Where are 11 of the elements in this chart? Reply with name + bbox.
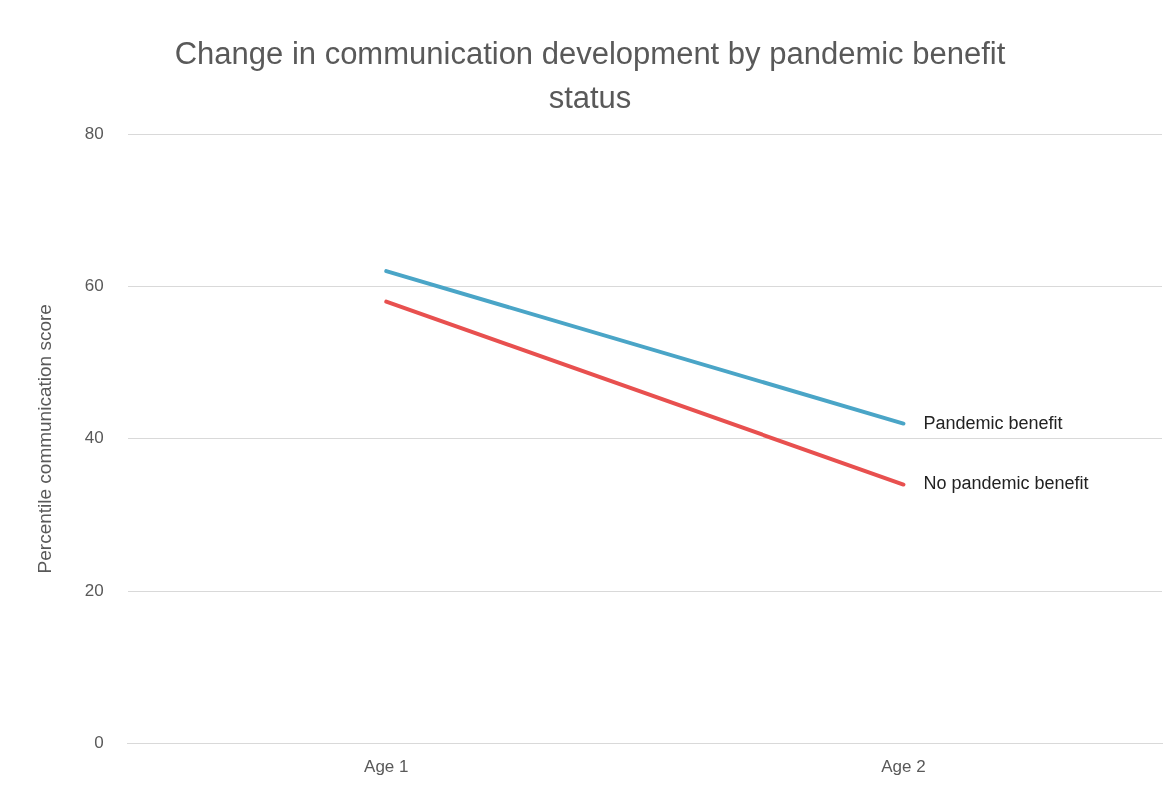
y-tick-label: 60 [84,276,104,296]
x-tick-label: Age 1 [364,757,409,777]
y-tick-label: 0 [94,733,104,753]
series-label: No pandemic benefit [923,473,1089,494]
y-tick-label: 20 [84,580,104,600]
x-tick-label: Age 2 [881,757,926,777]
series-label: Pandemic benefit [923,412,1063,433]
y-axis-title: Percentile communication score [33,304,55,574]
y-tick-label: 40 [84,428,104,448]
chart-title: Change in communication development by pandemic benefit status [173,35,1007,117]
y-tick-label: 80 [84,123,104,143]
